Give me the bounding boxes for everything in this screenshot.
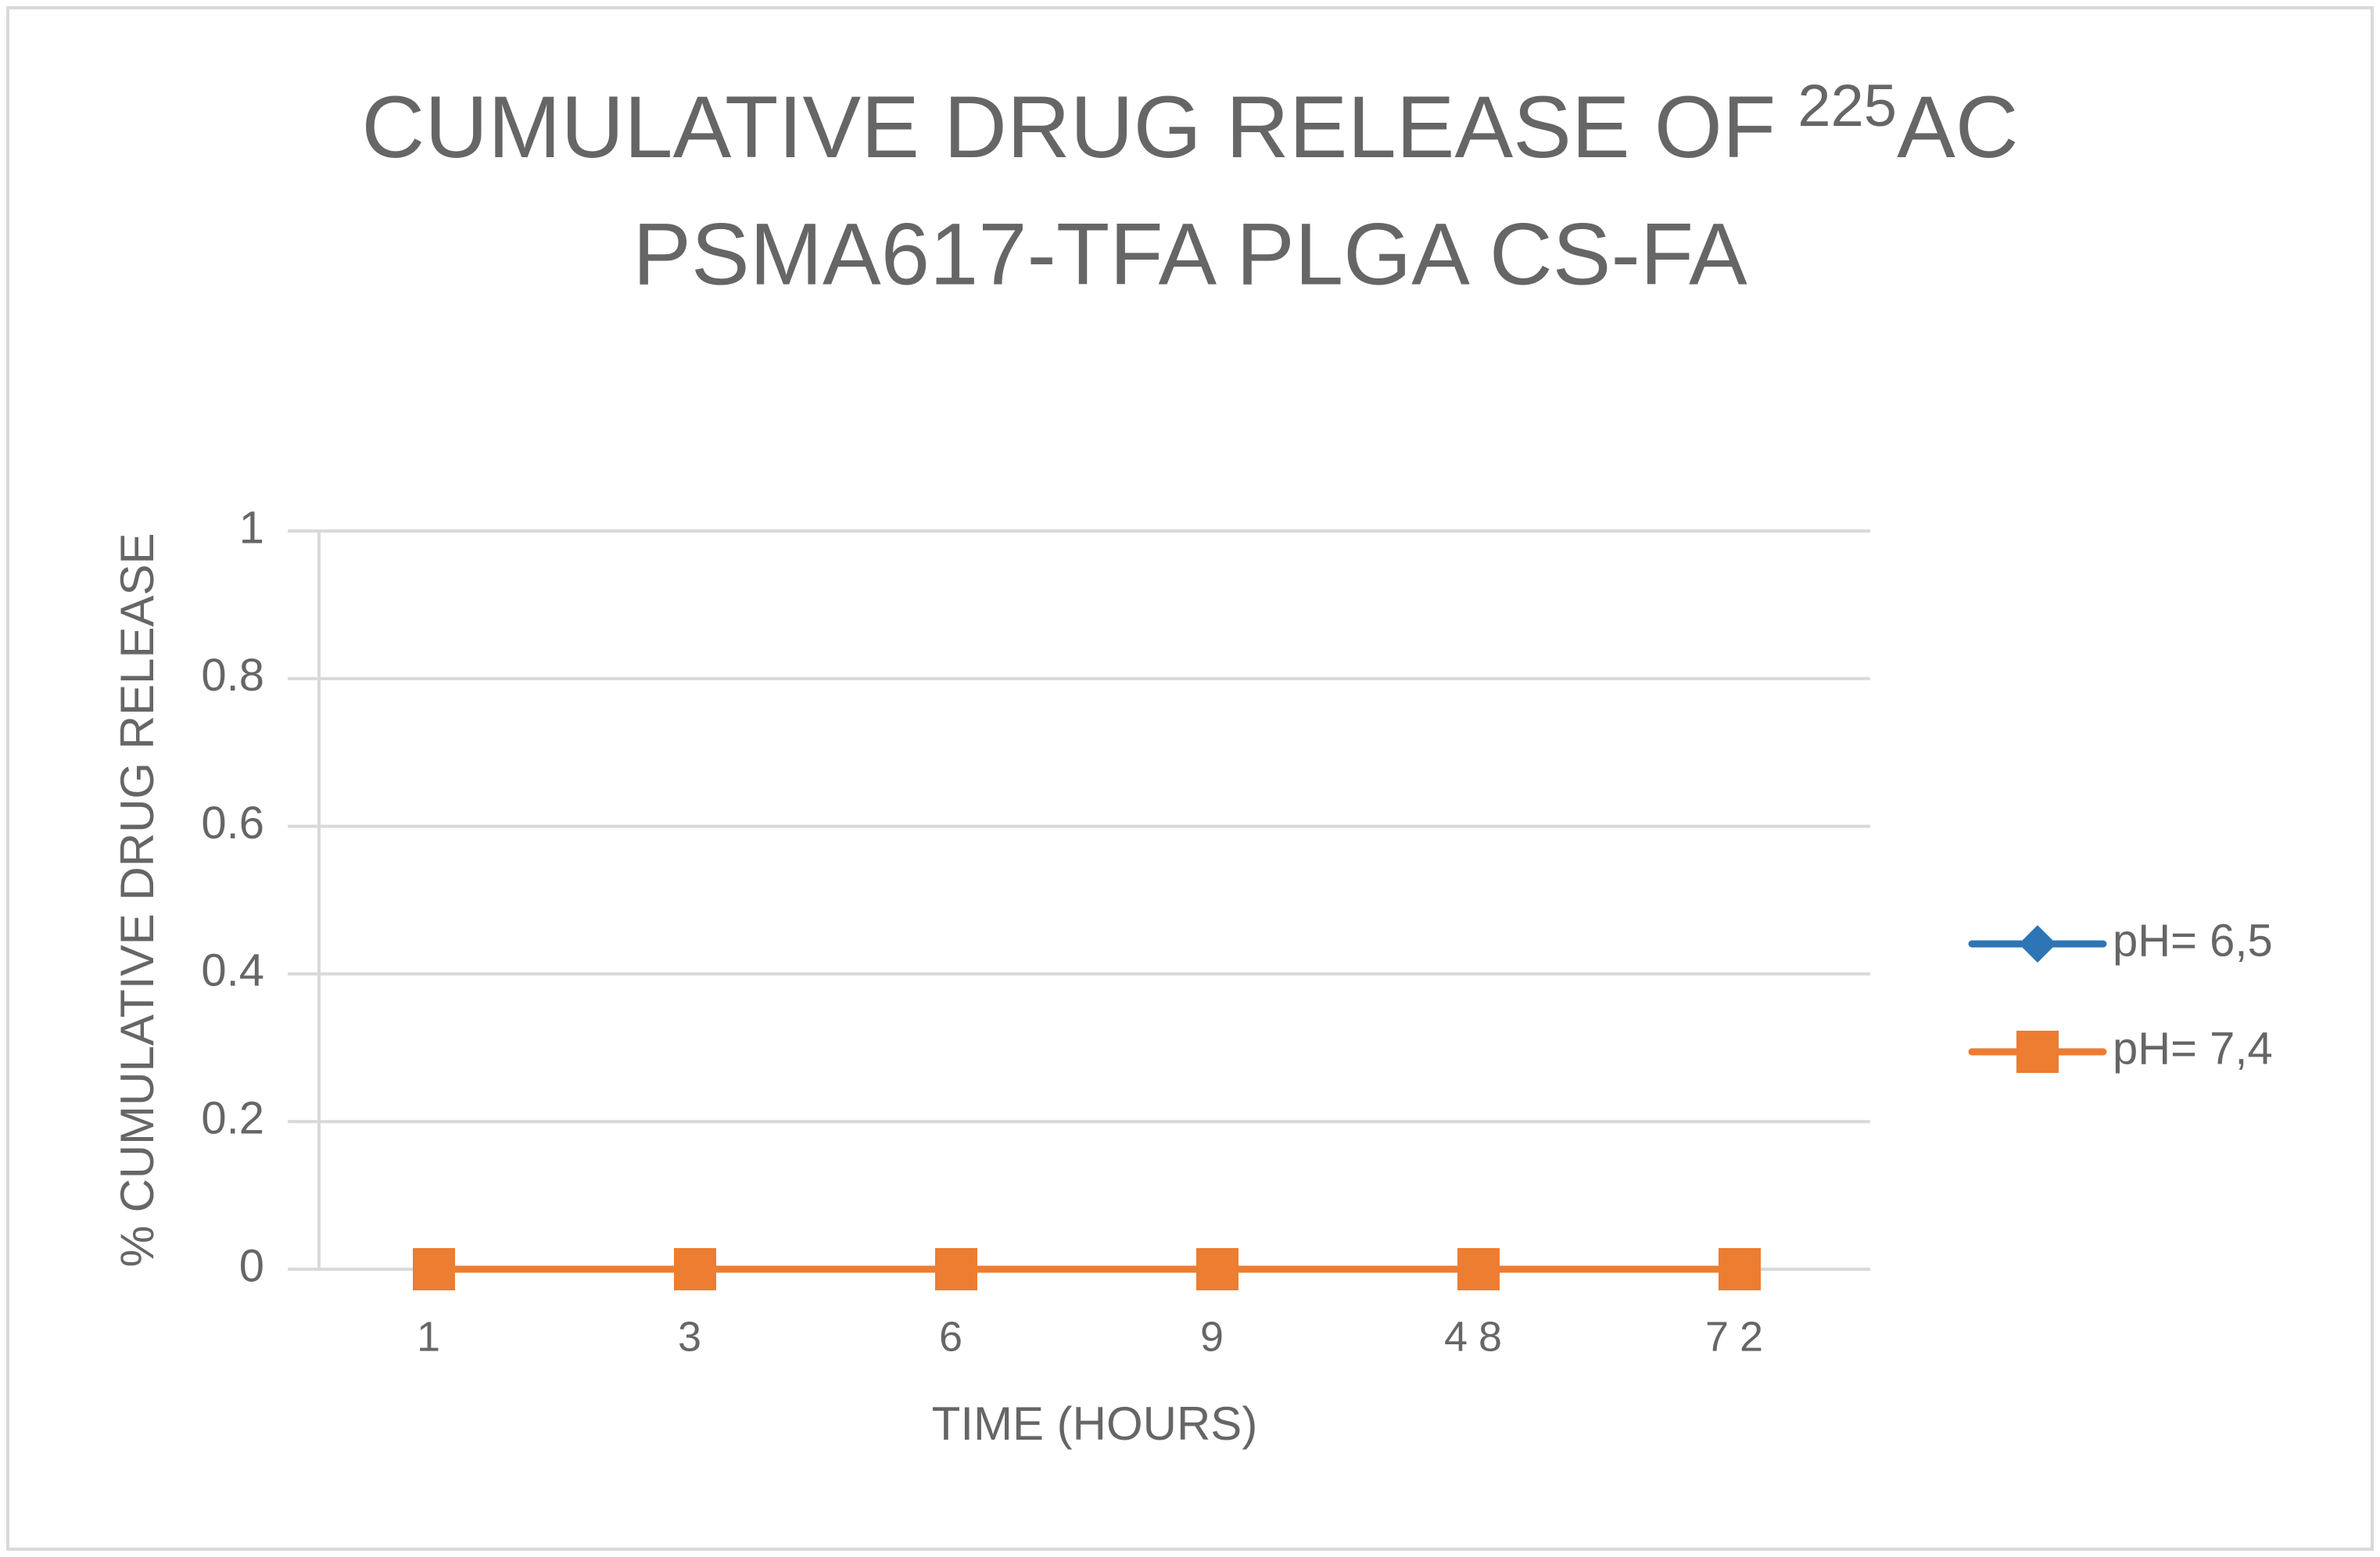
y-axis-label: % CUMULATIVE DRUG RELEASE — [111, 533, 163, 1267]
y-tick-label: 1 — [239, 502, 264, 553]
y-tick-label: 0.2 — [201, 1093, 264, 1144]
x-tick-label: 1 — [417, 1313, 451, 1360]
y-tick-label: 0 — [239, 1240, 264, 1291]
x-tick-label: 9 — [1200, 1313, 1235, 1360]
y-tick-label: 0.4 — [201, 945, 264, 996]
title-text-after: AC — [1897, 78, 2019, 176]
legend-swatch-marker — [2016, 1031, 2059, 1073]
series-marker — [1196, 1248, 1238, 1290]
y-tick-label: 0.6 — [201, 798, 264, 848]
series-marker — [935, 1248, 977, 1290]
legend-label: pH= 7,4 — [2113, 1023, 2273, 1074]
title-text: CUMULATIVE DRUG RELEASE OF — [361, 78, 1776, 176]
y-tick-label: 0.8 — [201, 650, 264, 701]
series-marker — [1719, 1248, 1761, 1290]
chart-title: CUMULATIVE DRUG RELEASE OF 225AC — [361, 73, 2018, 176]
x-axis-label: TIME (HOURS) — [932, 1397, 1258, 1450]
x-tick-label: 72 — [1705, 1313, 1774, 1360]
legend-label: pH= 6,5 — [2113, 915, 2273, 966]
series-marker — [674, 1248, 716, 1290]
title-superscript: 225 — [1798, 73, 1897, 139]
chart-title-line2: PSMA617-TFA PLGA CS-FA — [633, 206, 1747, 303]
series-marker — [1457, 1248, 1500, 1290]
chart-border — [6, 6, 2374, 1551]
x-tick-label: 3 — [678, 1313, 712, 1360]
x-tick-label: 48 — [1444, 1313, 1513, 1360]
legend-swatch-marker — [2019, 925, 2056, 963]
x-tick-label: 6 — [939, 1313, 973, 1360]
series-marker — [413, 1248, 455, 1290]
